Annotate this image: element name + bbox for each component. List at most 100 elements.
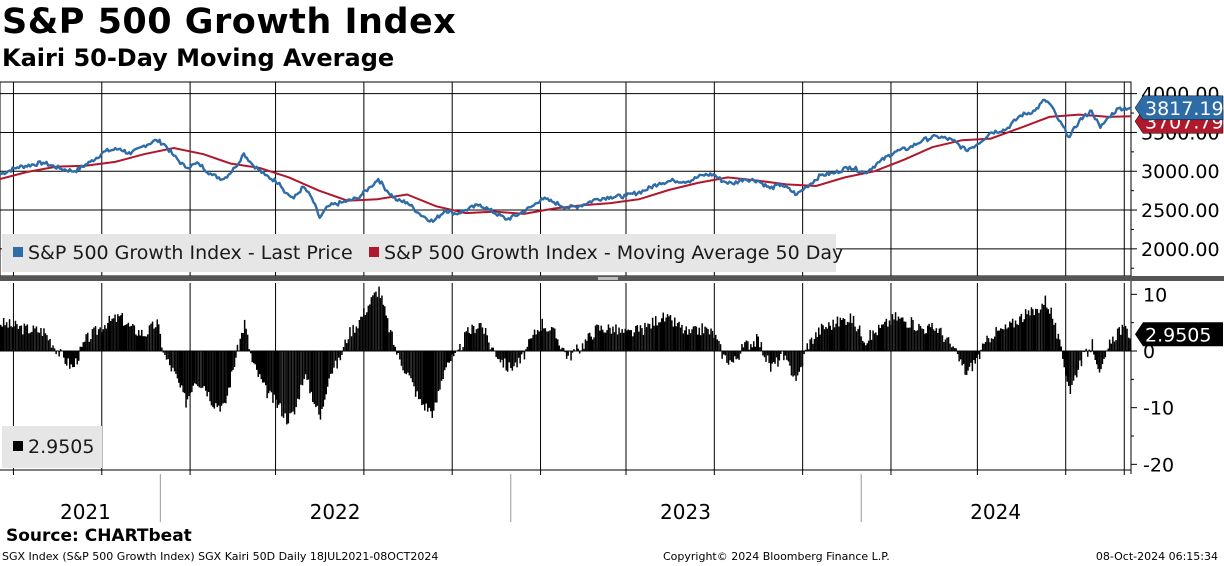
- kairi-bar: [338, 351, 340, 358]
- kairi-bar: [322, 351, 325, 407]
- kairi-bar: [916, 330, 919, 351]
- kairi-bar: [613, 332, 616, 351]
- kairi-bar: [662, 312, 664, 351]
- kairi-bar: [1022, 322, 1024, 351]
- kairi-bar: [96, 334, 98, 351]
- kairi-bar: [1003, 329, 1005, 351]
- kairi-bar: [369, 304, 371, 351]
- price-y-tick-label: 2500.00: [1141, 200, 1220, 222]
- kairi-bar: [828, 322, 830, 351]
- kairi-bar: [968, 351, 971, 367]
- kairi-bar: [437, 351, 440, 391]
- kairi-bar: [612, 326, 614, 351]
- kairi-bar: [925, 333, 927, 351]
- kairi-bar: [121, 313, 123, 351]
- kairi-bar: [890, 324, 892, 351]
- kairi-bar: [421, 351, 423, 406]
- kairi-bar: [189, 351, 192, 393]
- legend-item-kairi: 2.9505: [13, 436, 94, 458]
- kairi-bar: [275, 351, 277, 400]
- kairi-bar: [630, 330, 632, 351]
- kairi-bar: [195, 351, 197, 385]
- kairi-bar: [504, 351, 506, 359]
- kairi-bar: [222, 351, 224, 404]
- legend-label-moving-average: S&P 500 Growth Index - Moving Average 50…: [384, 242, 844, 264]
- kairi-bar: [846, 321, 849, 351]
- kairi-bar: [692, 326, 695, 351]
- kairi-bar: [681, 324, 683, 351]
- kairi-bar: [1062, 351, 1064, 359]
- kairi-bar: [197, 351, 199, 387]
- kairi-bar: [650, 328, 652, 351]
- kairi-bar: [589, 332, 591, 351]
- kairi-bar: [457, 349, 460, 351]
- kairi-bar: [295, 351, 297, 408]
- kairi-bar: [126, 324, 128, 351]
- kairi-bar: [838, 326, 840, 351]
- kairi-bar: [949, 343, 951, 351]
- kairi-bar: [744, 342, 746, 351]
- kairi-bar: [902, 317, 904, 351]
- kairi-bar: [1024, 309, 1027, 351]
- kairi-bar: [931, 322, 933, 351]
- kairi-bar: [924, 333, 926, 351]
- kairi-bar: [913, 330, 916, 351]
- kairi-bar: [1085, 348, 1087, 351]
- kairi-bar: [627, 329, 629, 351]
- kairi-bar: [571, 351, 574, 353]
- kairi-bar: [975, 351, 978, 358]
- kairi-bar: [109, 321, 112, 351]
- kairi-bar: [986, 335, 988, 351]
- kairi-bar: [40, 328, 42, 351]
- kairi-bar: [600, 325, 602, 351]
- kairi-bar: [622, 332, 625, 351]
- kairi-bar: [929, 327, 932, 351]
- kairi-bar: [801, 351, 804, 367]
- kairi-bar: [526, 346, 529, 351]
- kairi-bar: [303, 351, 305, 380]
- kairi-bar: [756, 334, 758, 351]
- kairi-bar: [1074, 351, 1076, 376]
- kairi-bar: [544, 328, 547, 351]
- kairi-bar: [514, 351, 517, 363]
- kairi-bar: [94, 326, 97, 351]
- kairi-bar: [694, 326, 696, 351]
- kairi-bar: [619, 332, 622, 351]
- kairi-bar: [14, 320, 17, 351]
- kairi-bar: [516, 351, 518, 368]
- kairi-bar: [1032, 309, 1034, 351]
- kairi-bar: [410, 351, 412, 379]
- kairi-bar: [888, 320, 891, 351]
- kairi-bar: [505, 351, 507, 371]
- kairi-bar: [992, 339, 994, 351]
- kairi-bar: [989, 342, 991, 351]
- kairi-bar: [142, 336, 144, 351]
- kairi-bar: [1048, 313, 1051, 351]
- kairi-bar: [1103, 351, 1105, 359]
- kairi-bar: [783, 351, 785, 361]
- kairi-bar: [259, 351, 261, 375]
- kairi-bar: [532, 334, 534, 351]
- kairi-bar: [31, 331, 33, 351]
- kairi-bar: [480, 322, 482, 351]
- kairi-bar: [433, 351, 435, 411]
- x-year-label: 2022: [310, 500, 361, 524]
- last-price-line: [0, 98, 1132, 223]
- kairi-bar: [381, 295, 383, 351]
- kairi-bar: [530, 338, 533, 351]
- kairi-bar: [823, 329, 826, 351]
- kairi-bar: [298, 351, 301, 400]
- kairi-bar: [370, 297, 373, 351]
- kairi-bar: [212, 351, 214, 408]
- kairi-bar: [434, 351, 437, 403]
- kairi-bar: [175, 351, 177, 374]
- kairi-bar: [172, 351, 174, 368]
- kairi-bar: [879, 328, 881, 351]
- kairi-bar: [961, 351, 963, 366]
- kairi-bar: [825, 327, 827, 351]
- kairi-bar: [67, 351, 69, 359]
- kairi-bar: [738, 351, 740, 360]
- kairi-bar: [947, 337, 950, 351]
- kairi-bar: [316, 351, 319, 406]
- kairi-bar: [851, 322, 853, 351]
